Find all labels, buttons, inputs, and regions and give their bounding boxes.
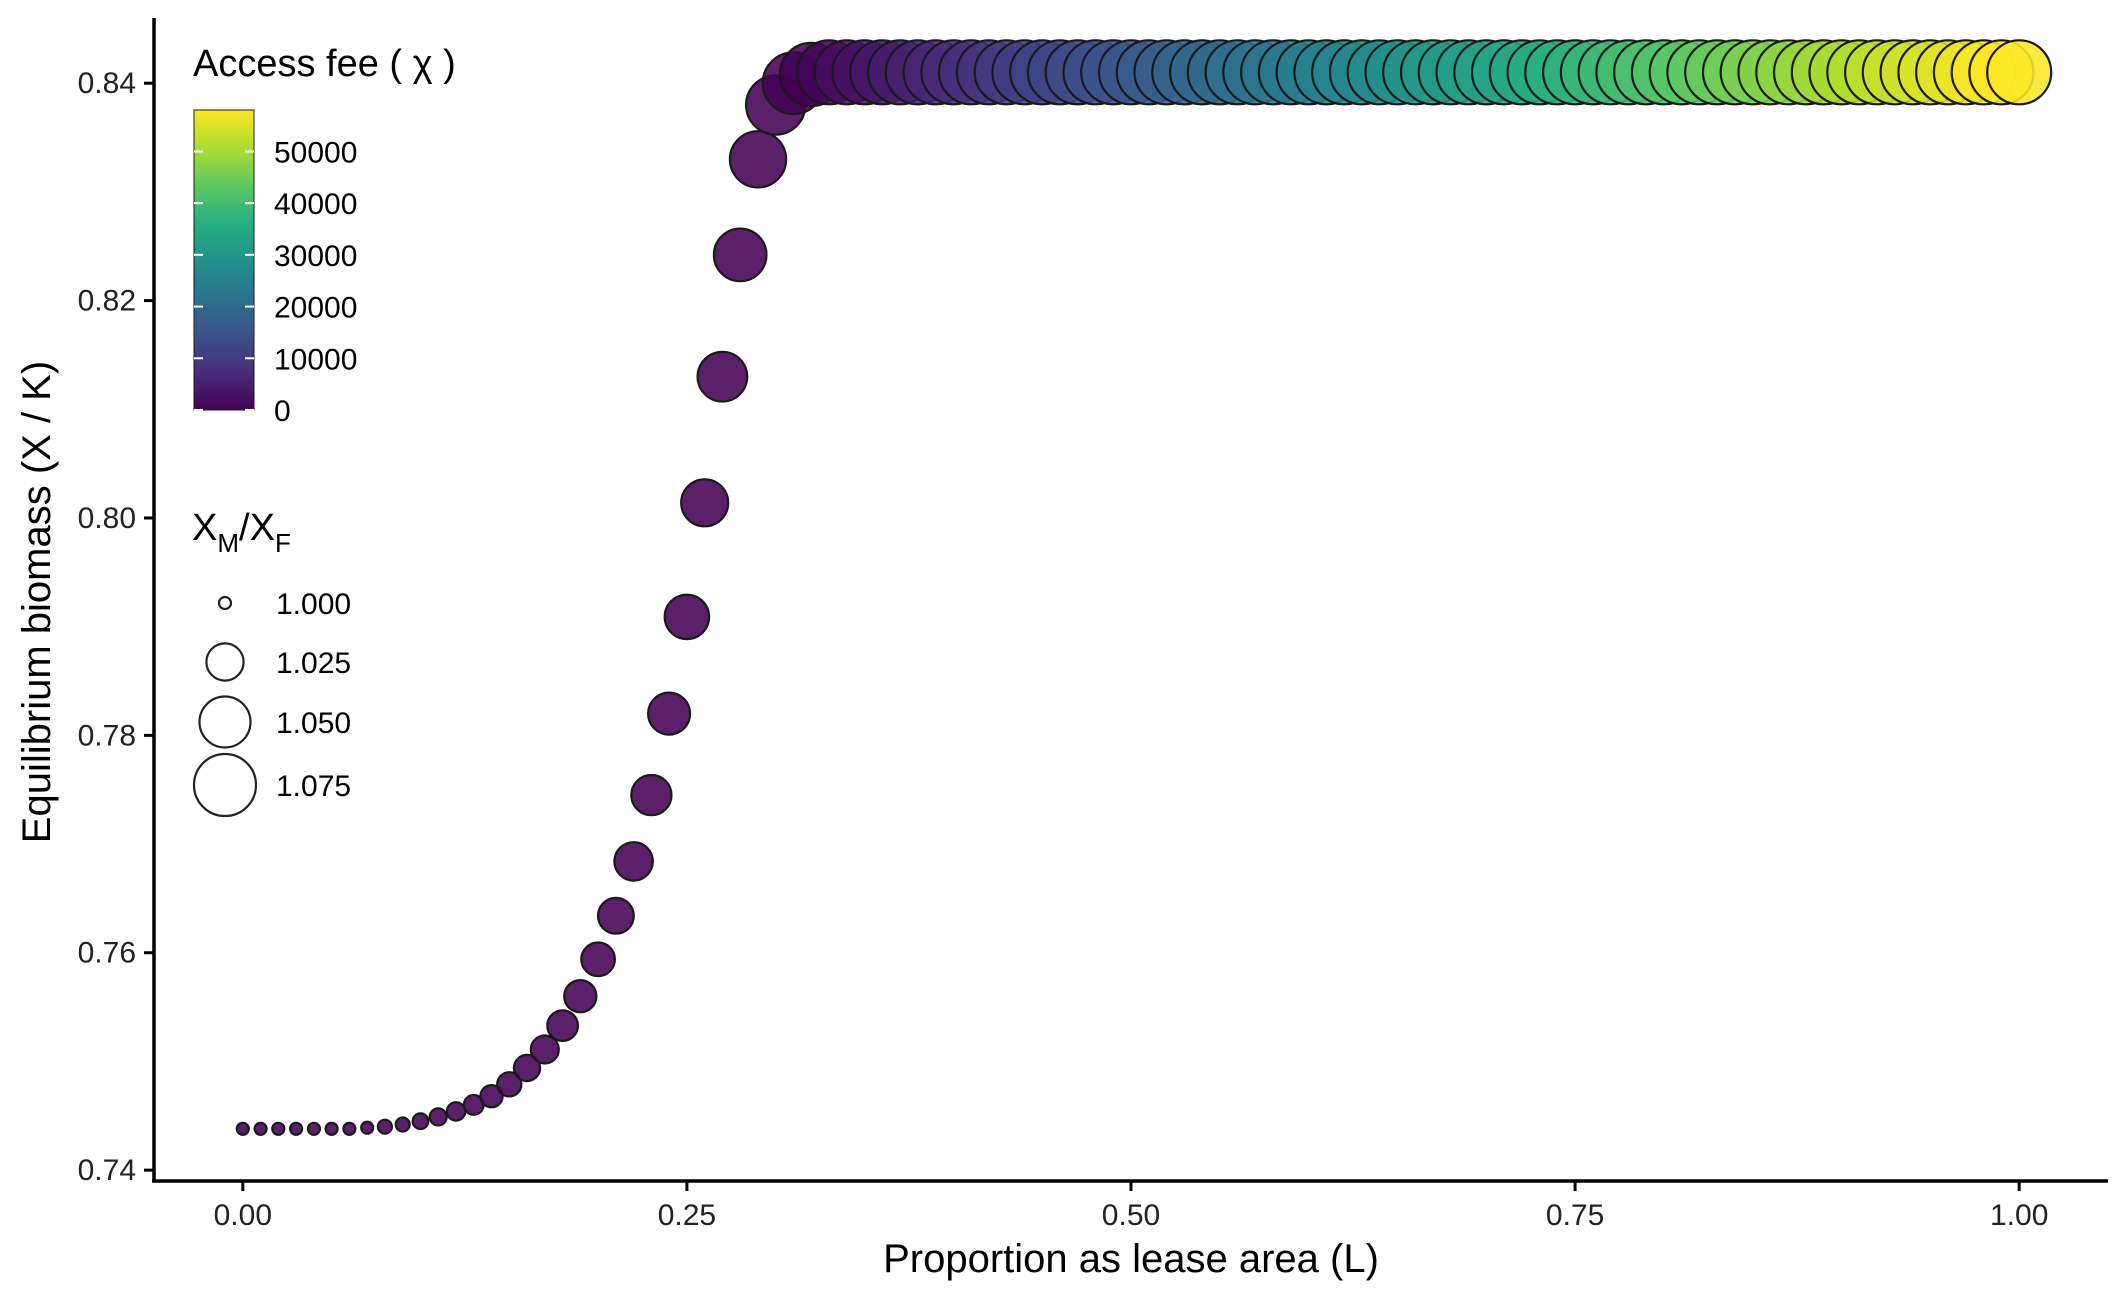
size-legend-label: 1.050 bbox=[276, 707, 351, 740]
data-point bbox=[289, 1121, 304, 1136]
x-tick-label: 1.00 bbox=[1990, 1199, 2048, 1232]
data-point bbox=[529, 1034, 560, 1065]
data-point bbox=[271, 1121, 286, 1136]
y-tick-label: 0.84 bbox=[78, 67, 136, 100]
data-point bbox=[1986, 39, 2053, 106]
data-point bbox=[728, 130, 788, 189]
size-legend-title: XM/XF bbox=[192, 507, 291, 558]
data-point bbox=[253, 1121, 268, 1136]
data-point bbox=[235, 1121, 250, 1136]
colorbar-ticks: 50000 40000 30000 20000 10000 0 bbox=[194, 136, 357, 428]
data-point bbox=[580, 941, 616, 978]
color-legend: Access fee ( χ ) 50000 40000 30000 20000 100… bbox=[193, 43, 456, 428]
data-point bbox=[496, 1071, 523, 1098]
x-tick-label: 0.00 bbox=[214, 1199, 272, 1232]
x-tick-label: 0.25 bbox=[658, 1199, 716, 1232]
y-tick-label: 0.74 bbox=[78, 1154, 136, 1187]
data-point bbox=[324, 1121, 339, 1136]
x-tick-label: 0.75 bbox=[1546, 1199, 1604, 1232]
data-point bbox=[342, 1121, 357, 1136]
x-axis-ticks: 0.00 0.25 0.50 0.75 1.00 bbox=[214, 1181, 2048, 1232]
y-axis-ticks: 0.74 0.76 0.78 0.80 0.82 0.84 bbox=[78, 67, 154, 1187]
colorbar-tick-label: 40000 bbox=[274, 188, 357, 221]
data-point bbox=[360, 1120, 375, 1135]
colorbar-tick-label: 10000 bbox=[274, 343, 357, 376]
y-tick-label: 0.82 bbox=[78, 285, 136, 318]
size-legend-circle bbox=[192, 752, 258, 818]
data-point bbox=[376, 1118, 393, 1135]
colorbar-tick-label: 20000 bbox=[274, 292, 357, 325]
data-point bbox=[646, 691, 692, 736]
y-axis-title: Equilibrium biomass (X / K) bbox=[15, 361, 59, 843]
data-point bbox=[428, 1107, 448, 1127]
data-point bbox=[696, 350, 749, 403]
data-point bbox=[680, 478, 730, 528]
x-tick-label: 0.50 bbox=[1102, 1199, 1160, 1232]
data-point bbox=[306, 1121, 321, 1136]
y-tick-label: 0.76 bbox=[78, 937, 136, 970]
data-point bbox=[411, 1112, 430, 1131]
size-legend-circle bbox=[205, 642, 245, 682]
data-point bbox=[394, 1116, 411, 1133]
data-point bbox=[613, 841, 654, 882]
data-point bbox=[596, 896, 635, 935]
data-point bbox=[479, 1083, 504, 1109]
size-legend-circle bbox=[217, 595, 233, 611]
colorbar bbox=[193, 109, 255, 411]
data-point bbox=[712, 227, 768, 283]
size-legend-label: 1.075 bbox=[276, 770, 351, 803]
size-legend-title-sep: /X bbox=[239, 507, 275, 549]
data-point bbox=[663, 593, 711, 641]
data-point bbox=[512, 1053, 542, 1083]
colorbar-tick-label: 50000 bbox=[274, 136, 357, 169]
size-legend-items: 1.000 1.025 1.050 1.075 bbox=[192, 588, 351, 818]
data-point bbox=[630, 773, 673, 817]
colorbar-tick-label: 30000 bbox=[274, 240, 357, 273]
size-legend-label: 1.025 bbox=[276, 647, 351, 680]
data-point bbox=[546, 1009, 579, 1042]
data-point bbox=[563, 979, 598, 1014]
y-tick-label: 0.80 bbox=[78, 502, 136, 535]
data-point bbox=[445, 1101, 467, 1122]
size-legend-title-main: X bbox=[192, 507, 217, 549]
size-legend-label: 1.000 bbox=[276, 588, 351, 621]
y-tick-label: 0.78 bbox=[78, 719, 136, 752]
colorbar-tick-label: 0 bbox=[274, 395, 291, 428]
data-points bbox=[235, 39, 2053, 1136]
size-legend: XM/XF 1.000 1.025 1.050 1.075 bbox=[192, 507, 351, 818]
size-legend-title-sub2: F bbox=[275, 528, 291, 558]
size-legend-title-sub1: M bbox=[217, 528, 239, 558]
size-legend-circle bbox=[198, 695, 252, 749]
x-axis-title: Proportion as lease area (L) bbox=[883, 1237, 1379, 1281]
color-legend-title: Access fee ( χ ) bbox=[193, 43, 456, 85]
